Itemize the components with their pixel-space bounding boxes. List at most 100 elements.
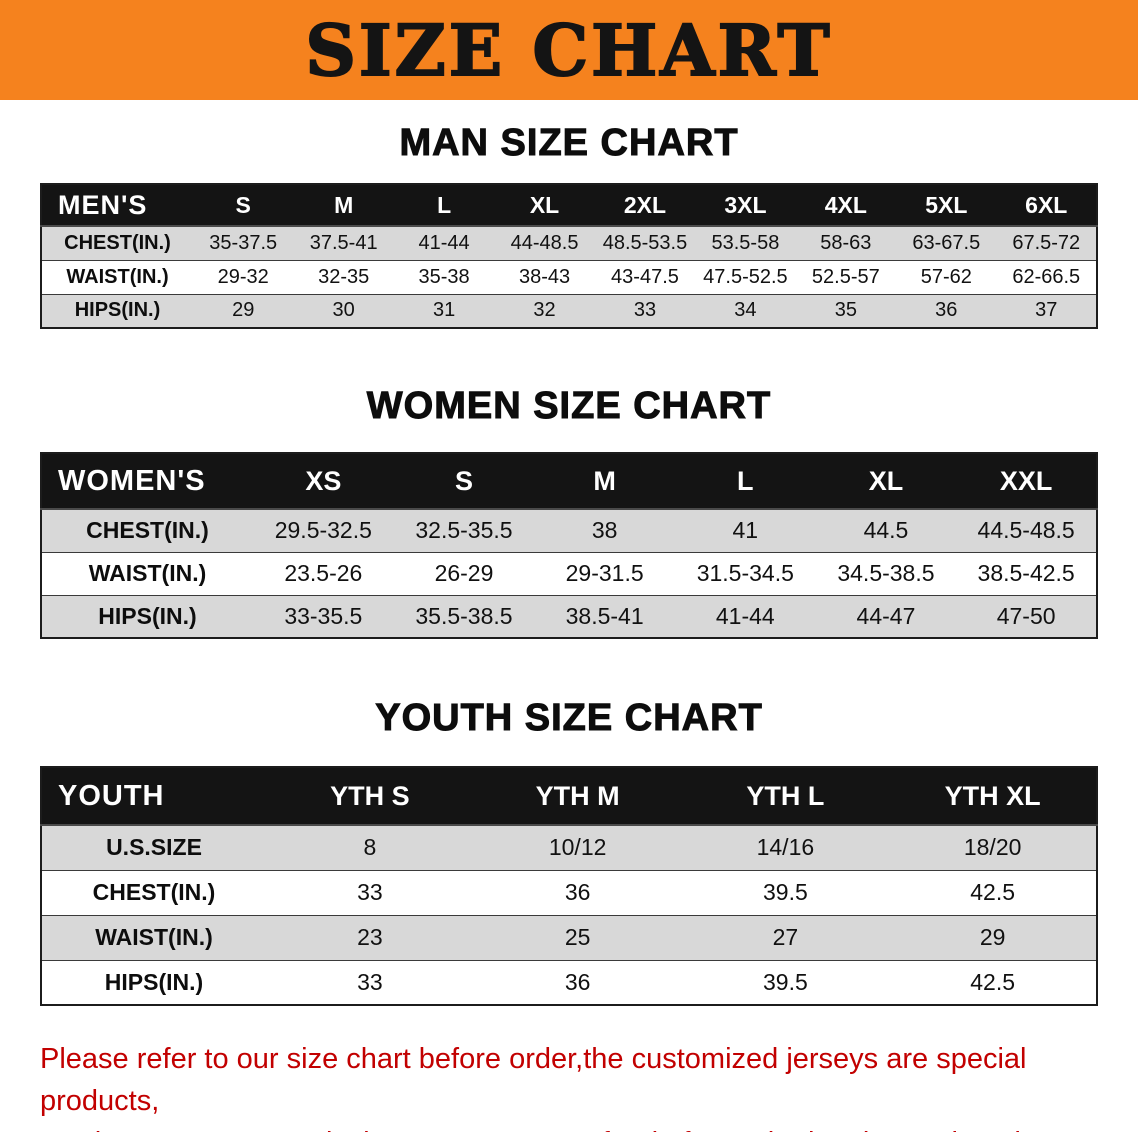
table-cell: 44.5-48.5 <box>977 517 1075 544</box>
women-heading: WOMEN SIZE CHART <box>366 385 772 428</box>
men-heading: MAN SIZE CHART <box>399 122 739 165</box>
youth-size-table: YOUTH YTH S YTH M YTH L YTH XL U.S.SIZE 8 10/12… <box>40 766 1098 1006</box>
table-cell: 35-38 <box>418 265 470 288</box>
table-cell: 33 <box>357 879 383 905</box>
table-cell: 44.5 <box>863 517 909 544</box>
table-cell: 31 <box>432 299 456 322</box>
table-cell: 30 <box>332 299 355 322</box>
disclaimer-line-2: we don't accept cancel, change, teturn o… <box>40 1122 1118 1132</box>
size-column-header: L <box>393 184 495 227</box>
row-label: WAIST(IN.) <box>95 924 213 950</box>
table-cell: 29-32 <box>217 265 269 288</box>
size-column-header: 4XL <box>795 184 897 227</box>
row-label: U.S.SIZE <box>106 834 202 861</box>
table-cell: 32-35 <box>318 265 370 288</box>
table-header-label: YOUTH <box>41 767 266 826</box>
table-cell: 52.5-57 <box>811 265 880 288</box>
table-cell: 34 <box>734 299 757 322</box>
row-label: CHEST(IN.) <box>92 879 216 905</box>
row-label: WAIST(IN.) <box>66 265 169 288</box>
table-cell: 27 <box>772 924 799 950</box>
table-cell: 48.5-53.5 <box>602 231 688 254</box>
page-title: SIZE CHART <box>304 8 833 93</box>
table-cell: 35.5-38.5 <box>415 602 513 629</box>
table-cell: 38.5-41 <box>565 602 644 629</box>
table-header-row: MEN'S S M L XL 2XL 3XL 4XL 5XL 6XL <box>41 184 1097 227</box>
size-column-header: M <box>534 453 675 510</box>
table-row: HIPS(IN.) 33-35.5 35.5-38.5 38.5-41 41-44 44-… <box>41 595 1097 638</box>
table-cell: 39.5 <box>762 968 808 995</box>
table-cell: 37 <box>1035 299 1058 322</box>
size-column-header: YTH M <box>473 767 682 826</box>
table-row: HIPS(IN.) 33 36 39.5 42.5 <box>41 960 1097 1005</box>
table-header-label: MEN'S <box>41 184 193 227</box>
table-row: WAIST(IN.) 29-32 32-35 35-38 38-43 43-47.5 47.… <box>41 260 1097 294</box>
size-column-header: M <box>293 184 394 227</box>
men-section: MAN SIZE CHART MEN'S S M L XL 2XL 3XL 4XL 5XL 6XL… <box>0 122 1138 329</box>
size-column-header: YTH L <box>681 767 890 826</box>
table-cell: 67.5-72 <box>1012 231 1081 254</box>
table-cell: 23 <box>357 924 383 950</box>
table-cell: 35 <box>834 299 857 322</box>
table-cell: 63-67.5 <box>912 231 981 254</box>
table-cell: 23.5-26 <box>284 560 363 586</box>
table-cell: 31.5-34.5 <box>696 560 794 586</box>
table-cell: 29 <box>979 924 1006 950</box>
table-cell: 10/12 <box>548 834 607 861</box>
table-cell: 33-35.5 <box>284 602 363 629</box>
table-cell: 41-44 <box>418 231 470 254</box>
table-cell: 32 <box>533 299 556 322</box>
table-cell: 42.5 <box>970 968 1015 995</box>
table-cell: 36 <box>935 299 958 322</box>
youth-heading: YOUTH SIZE CHART <box>375 697 763 740</box>
table-cell: 47-50 <box>996 602 1056 629</box>
table-cell: 29-31.5 <box>565 560 644 586</box>
row-label: CHEST(IN.) <box>86 517 209 544</box>
table-cell: 38.5-42.5 <box>977 560 1075 586</box>
size-column-header: XS <box>253 453 394 510</box>
table-cell: 47.5-52.5 <box>703 265 788 288</box>
size-column-header: 5XL <box>896 184 997 227</box>
table-cell: 33 <box>357 968 383 995</box>
table-cell: 25 <box>564 924 591 950</box>
table-row: WAIST(IN.) 23 25 27 29 <box>41 915 1097 960</box>
table-cell: 29.5-32.5 <box>274 517 372 544</box>
women-section: WOMEN SIZE CHART WOMEN'S XS S M L XL XXL CHEST(… <box>0 385 1138 639</box>
size-column-header: 6XL <box>996 184 1097 227</box>
table-header-label: WOMEN'S <box>41 453 253 510</box>
table-cell: 8 <box>363 834 377 861</box>
table-cell: 14/16 <box>756 834 815 861</box>
table-cell: 44-47 <box>856 602 916 629</box>
table-header-row: YOUTH YTH S YTH M YTH L YTH XL <box>41 767 1097 826</box>
table-cell: 58-63 <box>820 231 872 254</box>
table-cell: 41-44 <box>715 602 775 629</box>
size-column-header: 3XL <box>695 184 796 227</box>
table-cell: 53.5-58 <box>711 231 780 254</box>
table-cell: 33 <box>633 299 657 322</box>
table-row: CHEST(IN.) 29.5-32.5 32.5-35.5 38 41 44.5 44.5… <box>41 509 1097 552</box>
size-column-header: S <box>193 184 294 227</box>
disclaimer-note: Please refer to our size chart before or… <box>40 1038 1118 1132</box>
men-size-table: MEN'S S M L XL 2XL 3XL 4XL 5XL 6XL CHEST(IN.) 35-37… <box>40 183 1098 329</box>
row-label: HIPS(IN.) <box>98 602 197 629</box>
table-cell: 29 <box>232 299 255 322</box>
table-row: CHEST(IN.) 33 36 39.5 42.5 <box>41 870 1097 915</box>
banner: SIZE CHART <box>0 0 1138 100</box>
size-column-header: S <box>393 453 535 510</box>
table-cell: 36 <box>564 879 591 905</box>
size-column-header: XXL <box>956 453 1097 510</box>
table-header-row: WOMEN'S XS S M L XL XXL <box>41 453 1097 510</box>
row-label: WAIST(IN.) <box>88 560 207 586</box>
size-column-header: XL <box>815 453 957 510</box>
table-cell: 57-62 <box>920 265 972 288</box>
disclaimer-line-1: Please refer to our size chart before or… <box>40 1043 1027 1118</box>
size-column-header: L <box>674 453 816 510</box>
table-cell: 37.5-41 <box>309 231 378 254</box>
table-cell: 62-66.5 <box>1012 265 1081 288</box>
table-row: HIPS(IN.) 29 30 31 32 33 34 35 36 37 <box>41 294 1097 328</box>
row-label: HIPS(IN.) <box>104 968 204 995</box>
youth-section: YOUTH SIZE CHART YOUTH YTH S YTH M YTH L YTH… <box>0 697 1138 1006</box>
size-column-header: YTH XL <box>889 767 1097 826</box>
table-row: WAIST(IN.) 23.5-26 26-29 29-31.5 31.5-34.5 34… <box>41 552 1097 595</box>
